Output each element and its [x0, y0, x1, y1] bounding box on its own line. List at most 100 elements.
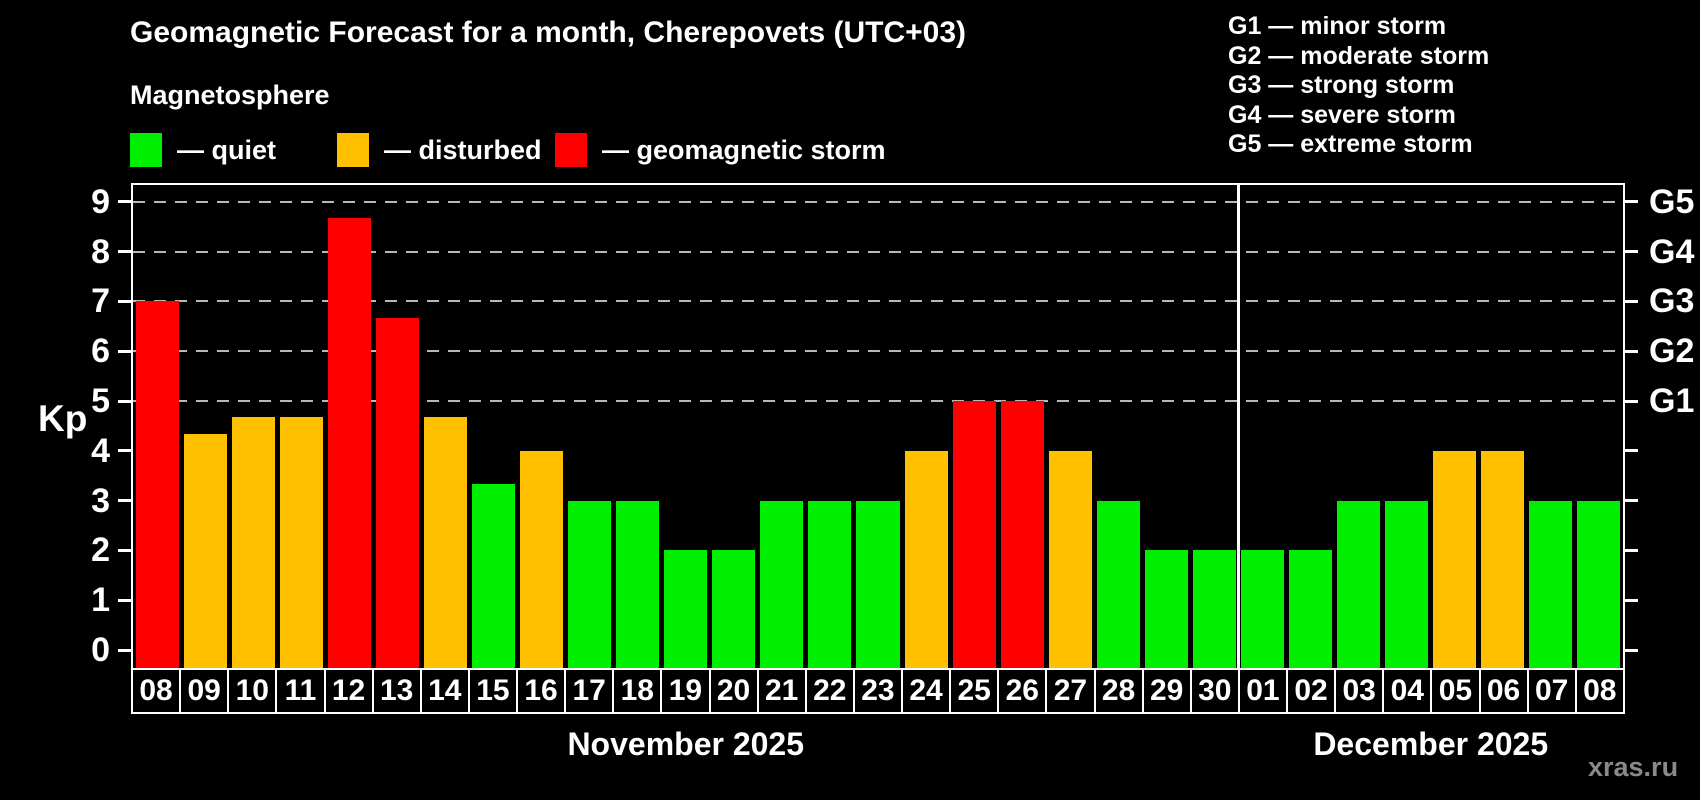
g-axis-label-g2: G2 [1649, 332, 1695, 371]
page-title: Geomagnetic Forecast for a month, Cherep… [130, 16, 967, 49]
kp-bar-05 [1433, 450, 1477, 668]
y-axis-label: Kp [38, 398, 88, 439]
day-label-07: 07 [1529, 670, 1577, 712]
kp-bar-25 [952, 401, 996, 668]
storm-scale-legend: G1 — minor storm G2 — moderate storm G3 … [1228, 12, 1489, 160]
legend-item-disturbed: — disturbed [337, 131, 542, 169]
y-axis-tick-left [118, 449, 131, 453]
storm-legend-g5: G5 — extreme storm [1228, 130, 1473, 158]
day-label-20: 20 [711, 670, 759, 712]
y-axis-tick-left [118, 349, 131, 353]
day-label-13: 13 [374, 670, 422, 712]
y-axis-tick-left [118, 250, 131, 254]
day-label-10: 10 [229, 670, 278, 712]
kp-bar-23 [856, 500, 900, 668]
day-label-16: 16 [518, 670, 567, 712]
kp-bar-08 [1577, 500, 1621, 668]
y-axis-tick-right [1625, 349, 1638, 353]
y-axis-tick-right [1625, 598, 1638, 602]
g-axis-label-g4: G4 [1649, 232, 1695, 271]
kp-bar-02 [1289, 550, 1333, 668]
disturbed-color-swatch [337, 133, 369, 167]
day-label-08: 08 [1583, 674, 1617, 707]
y-axis-tick-right [1625, 200, 1638, 204]
storm-legend-g3: G3 — strong storm [1228, 71, 1455, 99]
month-label-1: December 2025 [1313, 726, 1549, 762]
gridline-kp6 [133, 350, 1623, 353]
day-label-01: 01 [1240, 670, 1288, 712]
kp-bar-12 [327, 218, 371, 668]
kp-bar-28 [1096, 500, 1140, 668]
y-axis-tick-right [1625, 299, 1638, 303]
kp-bar-18 [616, 500, 660, 668]
day-label-11: 11 [277, 670, 326, 712]
kp-bar-15 [471, 484, 515, 668]
day-label-15: 15 [470, 670, 518, 712]
kp-bar-17 [568, 500, 612, 668]
day-label-14: 14 [422, 670, 470, 712]
kp-bar-22 [808, 500, 852, 668]
y-tick-label-6: 6 [91, 332, 110, 371]
y-axis-tick-right [1625, 399, 1638, 403]
y-axis-tick-right [1625, 499, 1638, 503]
day-label-30: 30 [1192, 670, 1240, 712]
gridline-kp5 [133, 400, 1623, 402]
kp-bar-19 [664, 550, 708, 668]
g-axis-label-g3: G3 [1649, 282, 1695, 321]
kp-bar-14 [423, 417, 467, 668]
kp-bar-26 [1000, 401, 1044, 668]
day-label-02: 02 [1288, 670, 1337, 712]
day-label-21: 21 [759, 670, 807, 712]
kp-bar-29 [1144, 550, 1188, 668]
day-label-08: 08 [133, 670, 182, 712]
y-axis-tick-right [1625, 648, 1638, 652]
y-tick-label-8: 8 [91, 232, 110, 271]
chart-subtitle: Magnetosphere [130, 80, 330, 110]
kp-bar-06 [1481, 450, 1525, 668]
kp-bar-16 [520, 450, 564, 668]
y-axis-tick-left [118, 200, 131, 204]
kp-bar-11 [279, 417, 323, 668]
y-axis-tick-left [118, 598, 131, 602]
day-label-06: 06 [1481, 670, 1529, 712]
day-label-18: 18 [614, 670, 663, 712]
kp-bar-chart-plot-area: 0 1 2 3 4 5 6 7 8 9 G1 G2 G3 G4 G5 [91, 183, 1694, 669]
legend-label-storm: — geomagnetic storm [602, 134, 886, 165]
y-axis-tick-left [118, 399, 131, 403]
gridline-kp9 [133, 200, 1623, 203]
day-label-12: 12 [326, 670, 374, 712]
day-label-28: 28 [1096, 670, 1144, 712]
y-tick-label-4: 4 [91, 431, 110, 470]
y-tick-label-1: 1 [91, 581, 110, 620]
kp-bar-30 [1192, 550, 1236, 668]
y-tick-label-5: 5 [91, 382, 110, 420]
day-label-09: 09 [181, 670, 230, 712]
month-axis-row: November 2025 December 2025 [133, 726, 1623, 766]
storm-color-swatch [555, 133, 587, 167]
gridline-kp7 [133, 300, 1623, 303]
day-label-17: 17 [566, 670, 615, 712]
day-label-04: 04 [1384, 670, 1433, 712]
day-label-05: 05 [1432, 670, 1481, 712]
day-label-03: 03 [1336, 670, 1385, 712]
day-label-25: 25 [951, 670, 1000, 712]
kp-bar-04 [1385, 500, 1429, 668]
y-axis-tick-left [118, 648, 131, 652]
storm-legend-g4: G4 — severe storm [1228, 100, 1456, 129]
kp-bar-27 [1048, 450, 1092, 668]
gridline-kp8 [133, 250, 1623, 253]
y-axis-tick-right [1625, 250, 1638, 254]
storm-legend-g2: G2 — moderate storm [1228, 41, 1490, 70]
day-label-23: 23 [855, 670, 903, 712]
y-axis-tick-left [118, 299, 131, 303]
day-label-19: 19 [662, 670, 711, 712]
kp-bar-10 [231, 417, 275, 668]
g-axis-label-g1: G1 [1649, 382, 1695, 420]
y-axis-tick-right [1625, 548, 1638, 552]
g-axis-label-g5: G5 [1649, 182, 1695, 221]
kp-bar-07 [1529, 500, 1573, 668]
y-tick-label-9: 9 [91, 182, 110, 221]
day-axis-row: 08 09 10 11 12 13 14 15 16 17 18 19 20 21 22 23 24 25 26 27… [131, 668, 1625, 714]
kp-bar-08 [135, 301, 179, 668]
xras-watermark: xras.ru [1588, 752, 1679, 782]
